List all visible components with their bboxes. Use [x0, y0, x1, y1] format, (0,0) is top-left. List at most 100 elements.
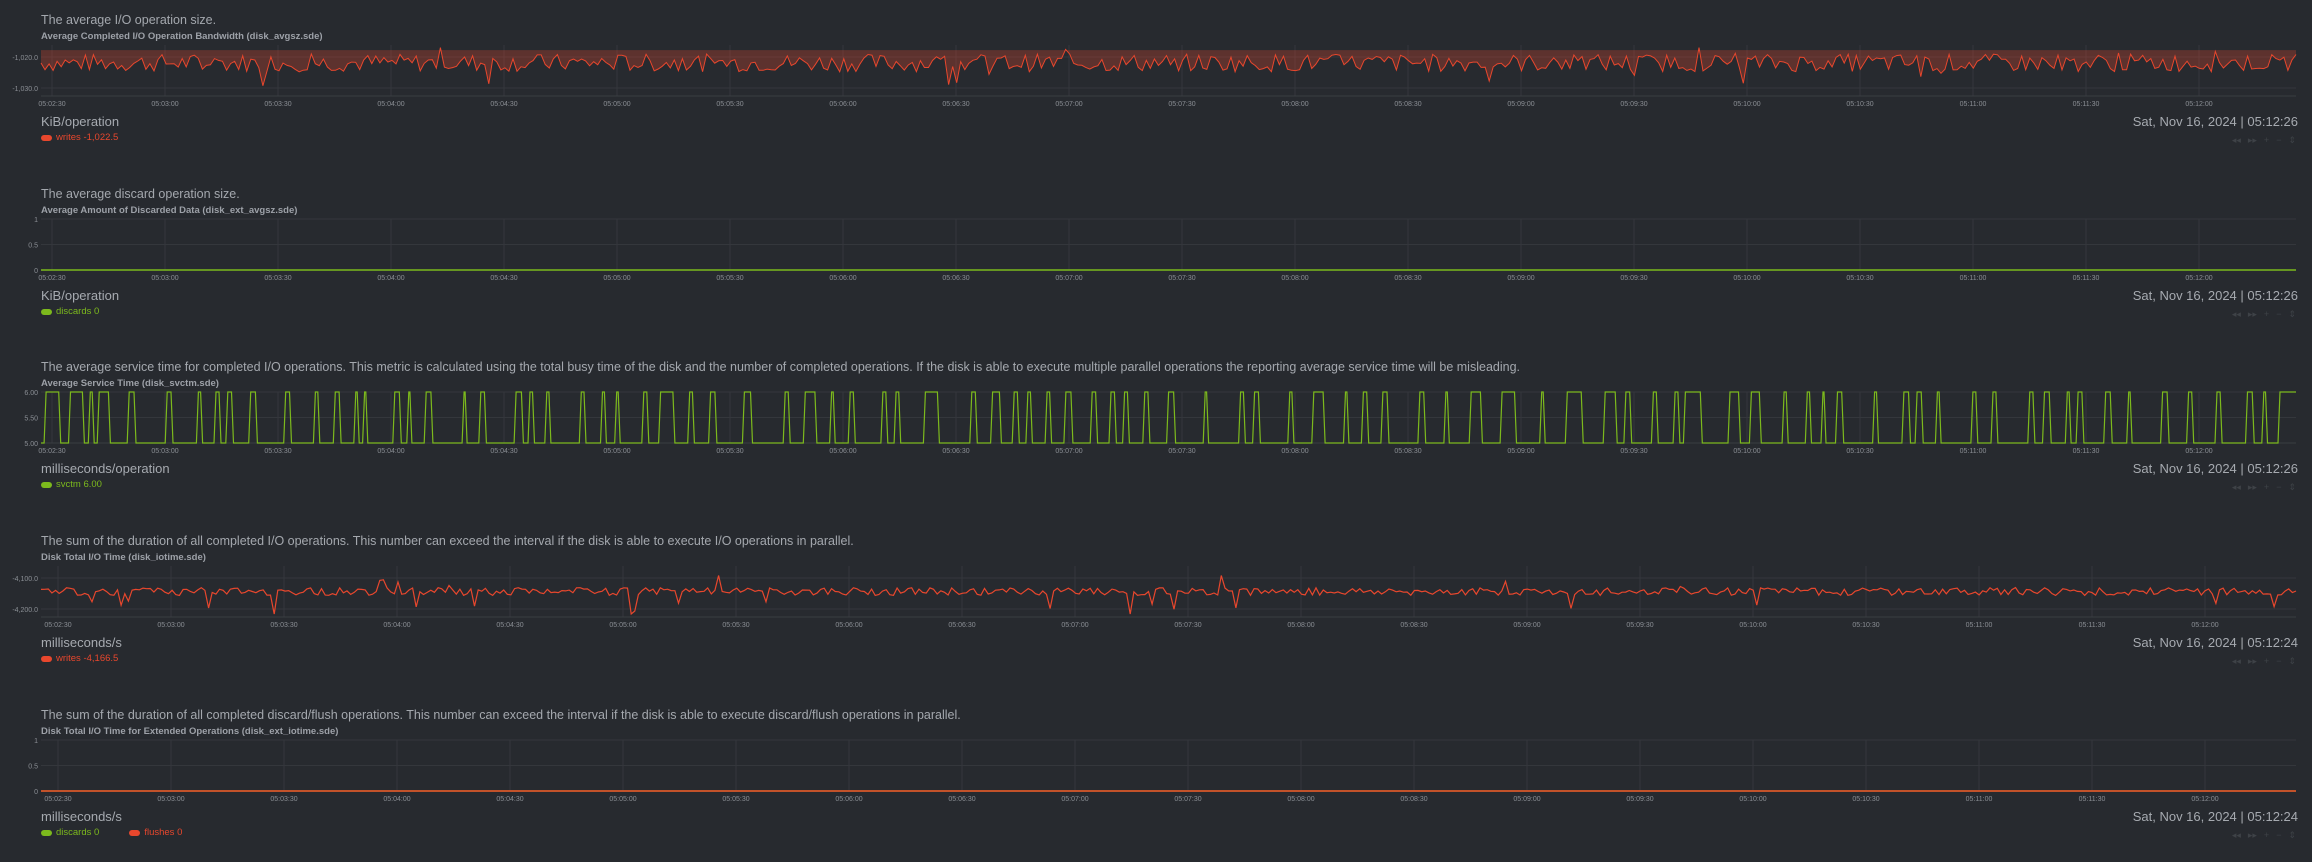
legend-item-svctm[interactable]: svctm 6.00	[41, 479, 102, 490]
pan-right-button[interactable]: ▸▸	[2247, 309, 2257, 319]
chart-title: Average Service Time (disk_svctm.sde)	[41, 378, 219, 389]
legend-label: writes	[56, 132, 81, 143]
chart-plot[interactable]: -1,020.0 -1,030.0 05:02:30 05:03:00 05:03:30…	[0, 43, 2312, 113]
x-tick-label: 05:05:30	[716, 101, 743, 108]
x-tick-label: 05:10:00	[1733, 101, 1760, 108]
x-tick-label: 05:04:00	[383, 796, 410, 803]
pan-right-button[interactable]: ▸▸	[2247, 830, 2257, 840]
x-tick-label: 05:09:30	[1626, 796, 1653, 803]
legend-item-discards[interactable]: discards 0	[41, 827, 99, 838]
legend-item-writes[interactable]: writes -1,022.5	[41, 132, 118, 143]
legend-swatch	[41, 829, 52, 836]
series-line-svctm	[41, 391, 2296, 444]
x-tick-label: 05:09:00	[1507, 275, 1534, 282]
y-tick-label: 0	[34, 789, 38, 796]
resize-button[interactable]: ⇕	[2288, 830, 2296, 840]
zoom-in-button[interactable]: +	[2263, 482, 2270, 492]
zoom-out-button[interactable]: −	[2276, 656, 2282, 666]
chart-units: KiB/operation	[41, 114, 120, 129]
pan-right-button[interactable]: ▸▸	[2247, 656, 2257, 666]
y-tick-label: 0.5	[28, 243, 38, 250]
x-tick-label: 05:06:00	[829, 448, 856, 455]
x-tick-label: 05:07:00	[1055, 275, 1082, 282]
pan-left-button[interactable]: ◂◂	[2231, 482, 2241, 492]
chart-legend: discards 0 flushes 0	[41, 827, 182, 838]
legend-value: 0	[94, 306, 100, 317]
x-tick-label: 05:09:30	[1620, 448, 1647, 455]
pan-left-button[interactable]: ◂◂	[2231, 656, 2241, 666]
x-tick-label: 05:07:00	[1061, 796, 1088, 803]
x-tick-label: 05:05:00	[603, 275, 630, 282]
zoom-out-button[interactable]: −	[2276, 135, 2282, 145]
chart-units: milliseconds/s	[41, 809, 122, 824]
pan-left-button[interactable]: ◂◂	[2231, 830, 2241, 840]
resize-button[interactable]: ⇕	[2288, 135, 2296, 145]
chart-plot[interactable]: -4,100.0 -4,200.0 05:02:30 05:03:00 05:03:30…	[0, 564, 2312, 634]
resize-button[interactable]: ⇕	[2288, 482, 2296, 492]
zoom-in-button[interactable]: +	[2263, 309, 2270, 319]
chart-legend: discards 0	[41, 306, 99, 317]
chart-title: Disk Total I/O Time (disk_iotime.sde)	[41, 552, 206, 563]
legend-item-writes[interactable]: writes -4,166.5	[41, 653, 118, 664]
x-tick-label: 05:06:30	[942, 275, 969, 282]
x-tick-label: 05:11:30	[2079, 796, 2106, 803]
chart-toolbar: ◂◂ ▸▸ + − ⇕	[2232, 135, 2296, 146]
zoom-in-button[interactable]: +	[2263, 135, 2270, 145]
x-tick-label: 05:03:30	[264, 448, 291, 455]
chart-title: Disk Total I/O Time for Extended Operati…	[41, 726, 339, 737]
legend-label: writes	[56, 653, 81, 664]
legend-value: 6.00	[83, 479, 102, 490]
x-tick-label: 05:07:30	[1174, 622, 1201, 629]
x-tick-label: 05:04:30	[490, 275, 517, 282]
x-tick-label: 05:10:30	[1846, 275, 1873, 282]
x-tick-label: 05:12:00	[2185, 101, 2212, 108]
y-tick-label: 1	[34, 738, 38, 745]
legend-swatch	[41, 308, 52, 315]
pan-right-button[interactable]: ▸▸	[2247, 482, 2257, 492]
legend-value: 0	[94, 827, 100, 838]
x-tick-label: 05:10:00	[1739, 622, 1766, 629]
x-tick-label: 05:10:00	[1733, 275, 1760, 282]
x-tick-label: 05:09:30	[1620, 101, 1647, 108]
legend-item-discards[interactable]: discards 0	[41, 306, 99, 317]
x-tick-label: 05:09:00	[1507, 448, 1534, 455]
resize-button[interactable]: ⇕	[2288, 309, 2296, 319]
chart-timestamp: Sat, Nov 16, 2024 | 05:12:24	[2132, 809, 2298, 824]
pan-right-button[interactable]: ▸▸	[2247, 135, 2257, 145]
legend-swatch	[41, 655, 52, 662]
series-line-writes	[40, 575, 2297, 616]
x-tick-label: 05:06:30	[948, 622, 975, 629]
x-tick-label: 05:05:00	[609, 796, 636, 803]
x-tick-label: 05:11:30	[2073, 275, 2100, 282]
zoom-in-button[interactable]: +	[2263, 656, 2270, 666]
legend-label: discards	[56, 306, 92, 317]
y-tick-label: -4,100.0	[12, 576, 38, 583]
pan-left-button[interactable]: ◂◂	[2231, 135, 2241, 145]
zoom-out-button[interactable]: −	[2276, 309, 2282, 319]
chart-toolbar: ◂◂ ▸▸ + − ⇕	[2232, 656, 2296, 667]
x-tick-label: 05:10:00	[1733, 448, 1760, 455]
x-tick-label: 05:08:30	[1394, 448, 1421, 455]
legend-item-flushes[interactable]: flushes 0	[129, 827, 182, 838]
x-tick-label: 05:07:30	[1174, 796, 1201, 803]
y-tick-label: 1	[34, 217, 38, 224]
pan-left-button[interactable]: ◂◂	[2231, 309, 2241, 319]
chart-description: The average I/O operation size.	[41, 13, 217, 27]
zoom-out-button[interactable]: −	[2276, 482, 2282, 492]
resize-button[interactable]: ⇕	[2288, 656, 2296, 666]
x-tick-label: 05:03:00	[151, 448, 178, 455]
x-tick-label: 05:05:00	[603, 101, 630, 108]
x-tick-label: 05:02:30	[38, 101, 65, 108]
series-area-writes	[41, 47, 2296, 86]
x-tick-label: 05:08:00	[1281, 448, 1308, 455]
x-tick-label: 05:12:00	[2185, 448, 2212, 455]
x-tick-label: 05:10:30	[1852, 622, 1879, 629]
y-tick-label: 0	[34, 268, 38, 275]
x-tick-label: 05:04:30	[496, 796, 523, 803]
zoom-in-button[interactable]: +	[2263, 830, 2270, 840]
legend-value: 0	[177, 827, 183, 838]
zoom-out-button[interactable]: −	[2276, 830, 2282, 840]
